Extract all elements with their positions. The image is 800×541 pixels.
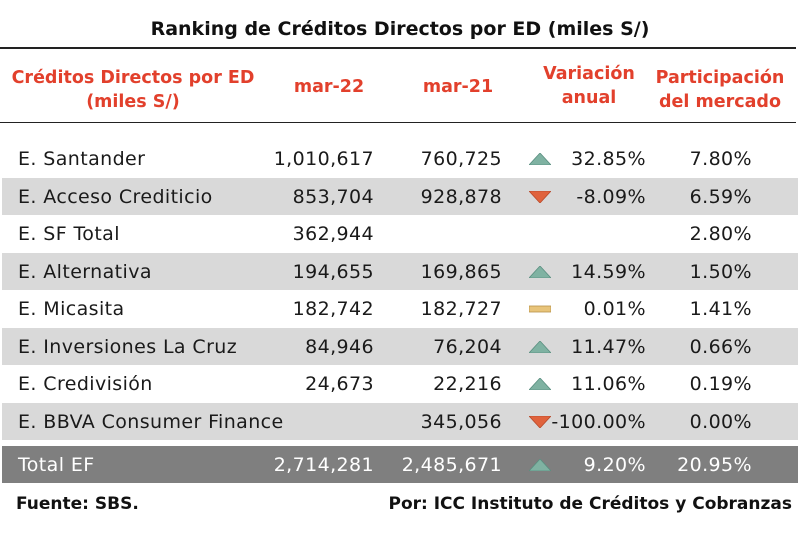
variation-cell: 11.06%	[571, 373, 646, 395]
variation-cell: 9.20%	[583, 454, 646, 476]
entity-name-cell: E. SF Total	[18, 223, 120, 245]
header-entity: Créditos Directos por ED (miles S/)	[8, 66, 258, 114]
mar21-cell: 760,725	[420, 148, 502, 170]
entity-name-cell: E. Santander	[18, 148, 146, 170]
up-arrow-icon	[528, 336, 552, 353]
share-cell: 2.80%	[689, 223, 752, 245]
header-mar21: mar-21	[422, 77, 494, 97]
header-rule	[0, 122, 796, 123]
variation-cell: 14.59%	[571, 260, 646, 283]
header-entity-line2: (miles S/)	[86, 92, 180, 112]
variation-cell: -8.09%	[576, 185, 646, 208]
share-cell: 1.50%	[689, 260, 752, 283]
mar21-cell: 182,727	[420, 298, 502, 320]
mar21-cell: 22,216	[433, 373, 502, 395]
mar22-cell: 1,010,617	[273, 148, 374, 170]
mar22-cell: 182,742	[292, 298, 374, 320]
mar21-cell: 2,485,671	[401, 454, 502, 476]
up-arrow-icon	[528, 261, 552, 278]
header-share-line2: del mercado	[659, 92, 781, 112]
share-cell: 6.59%	[689, 185, 752, 208]
share-cell: 1.41%	[689, 298, 752, 320]
entity-name-cell: Total EF	[18, 454, 95, 476]
table-row: E. Credivisión 24,673 22,216 11.06% 0.19%	[2, 365, 798, 402]
header-variation: Variación anual	[522, 62, 656, 110]
share-cell: 0.66%	[689, 335, 752, 358]
footer-source: Fuente: SBS.	[16, 494, 139, 514]
down-arrow-icon	[528, 186, 552, 204]
top-rule	[0, 47, 796, 49]
flat-icon	[528, 298, 552, 313]
entity-name-cell: E. Acceso Crediticio	[18, 185, 213, 208]
table-title: Ranking de Créditos Directos por ED (mil…	[150, 18, 650, 40]
entity-name-cell: E. Micasita	[18, 298, 125, 320]
header-variation-line2: anual	[561, 88, 617, 108]
share-cell: 7.80%	[689, 148, 752, 170]
mar22-cell: 362,944	[292, 223, 374, 245]
up-arrow-icon	[528, 148, 552, 166]
header-entity-line1: Créditos Directos por ED	[11, 68, 255, 88]
mar21-cell: 76,204	[433, 335, 502, 358]
table-row: E. Inversiones La Cruz 84,946 76,204 11.47%…	[2, 327, 798, 365]
variation-cell: 0.01%	[583, 298, 646, 320]
footer-author: Por: ICC Instituto de Créditos y Cobranz…	[388, 494, 792, 514]
entity-name-cell: E. BBVA Consumer Finance	[18, 410, 284, 433]
entity-name-cell: E. Alternativa	[18, 260, 152, 283]
mar22-cell: 2,714,281	[273, 454, 374, 476]
mar22-cell: 24,673	[305, 373, 374, 395]
total-row: Total EF 2,714,281 2,485,671 9.20% 20.95%	[2, 446, 798, 483]
variation-cell: 11.47%	[571, 335, 646, 358]
mar22-cell: 194,655	[292, 260, 374, 283]
mar21-cell: 345,056	[420, 410, 502, 433]
up-arrow-icon	[528, 373, 552, 391]
entity-name-cell: E. Inversiones La Cruz	[18, 335, 238, 358]
header-share-line1: Participación	[655, 68, 785, 88]
table-row: E. Micasita 182,742 182,727 0.01% 1.41%	[2, 290, 798, 327]
header-mar22: mar-22	[293, 77, 365, 97]
table-row: E. BBVA Consumer Finance 345,056 -100.00% 0…	[2, 402, 798, 440]
mar21-cell: 928,878	[420, 185, 502, 208]
share-cell: 0.00%	[689, 410, 752, 433]
share-cell: 20.95%	[677, 454, 752, 476]
down-arrow-icon	[528, 411, 552, 429]
table-row: E. Alternativa 194,655 169,865 14.59% 1.50%	[2, 252, 798, 290]
table-row: E. Santander 1,010,617 760,725 32.85% 7.80%	[2, 140, 798, 177]
table-row: E. Acceso Crediticio 853,704 928,878 -8.09%…	[2, 177, 798, 215]
variation-cell: -100.00%	[551, 410, 646, 433]
table-row: E. SF Total 362,944 2.80%	[2, 215, 798, 252]
up-arrow-icon	[528, 454, 552, 472]
share-cell: 0.19%	[689, 373, 752, 395]
header-share: Participación del mercado	[640, 66, 800, 114]
entity-name-cell: E. Credivisión	[18, 373, 153, 395]
mar22-cell: 853,704	[292, 185, 374, 208]
mar21-cell: 169,865	[420, 260, 502, 283]
mar22-cell: 84,946	[305, 335, 374, 358]
header-variation-line1: Variación	[543, 64, 635, 84]
variation-cell: 32.85%	[571, 148, 646, 170]
